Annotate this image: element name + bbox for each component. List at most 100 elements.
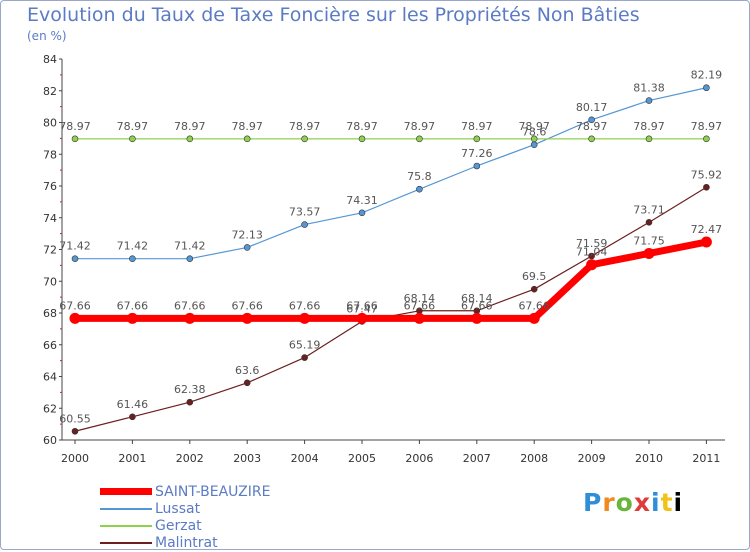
data-label: 78.97 <box>231 120 263 133</box>
data-label: 78.97 <box>174 120 206 133</box>
data-label: 78.97 <box>117 120 149 133</box>
x-tick-label: 2002 <box>176 452 204 465</box>
data-point <box>299 312 311 324</box>
data-label: 67.66 <box>231 299 263 312</box>
data-point <box>703 84 710 92</box>
legend-label: Gerzat <box>155 518 202 534</box>
logo-letter: r <box>602 488 616 517</box>
chart-unit-label: (en %) <box>27 29 67 43</box>
data-label: 71.42 <box>174 240 206 253</box>
data-point <box>301 221 308 228</box>
data-label: 67.66 <box>404 299 436 312</box>
y-tick-label: 72 <box>43 244 57 257</box>
data-label: 75.92 <box>691 168 723 181</box>
data-point <box>243 244 251 251</box>
data-label: 65.19 <box>289 339 321 352</box>
data-label: 68.14 <box>461 292 493 305</box>
data-point <box>71 135 79 143</box>
y-tick-label: 74 <box>43 212 57 225</box>
series-line-saint-beauzire <box>71 238 710 322</box>
x-tick-label: 2009 <box>578 452 606 465</box>
y-tick-label: 60 <box>43 434 57 447</box>
data-label: 67.66 <box>289 299 321 312</box>
logo-letter: P <box>583 488 603 517</box>
data-label: 62.38 <box>174 383 206 396</box>
y-tick-label: 66 <box>43 339 57 352</box>
data-label: 78.97 <box>576 120 608 133</box>
data-point <box>71 427 79 435</box>
data-label: 78.97 <box>346 120 378 133</box>
data-point <box>528 312 540 324</box>
data-label: 60.55 <box>59 412 91 425</box>
data-label: 72.13 <box>231 228 263 241</box>
data-point <box>645 135 653 143</box>
data-point <box>71 255 79 263</box>
data-point <box>358 135 366 143</box>
data-label: 71.04 <box>576 246 608 259</box>
data-point <box>301 135 308 143</box>
data-label: 77.26 <box>461 147 493 160</box>
y-tick-label: 80 <box>43 117 57 130</box>
data-label: 73.71 <box>633 203 665 216</box>
data-point <box>588 252 595 260</box>
chart-title: Evolution du Taux de Taxe Foncière sur l… <box>27 4 640 26</box>
data-point <box>473 135 481 143</box>
data-point <box>356 312 368 324</box>
data-label: 71.42 <box>117 240 149 253</box>
data-point <box>129 255 136 263</box>
data-label: 69.5 <box>522 270 547 283</box>
logo-letter: t <box>660 488 674 517</box>
data-label: 67.47 <box>346 302 378 315</box>
x-tick-label: 2003 <box>233 452 261 465</box>
data-point <box>471 312 483 324</box>
x-tick-label: 2001 <box>118 452 146 465</box>
data-point <box>184 312 196 324</box>
legend-label: Lussat <box>155 501 201 517</box>
data-label: 67.66 <box>518 299 550 312</box>
legend-label: SAINT-BEAUZIRE <box>155 484 271 500</box>
data-point <box>416 135 423 143</box>
series-lines <box>71 87 710 432</box>
data-label: 78.97 <box>59 120 91 133</box>
y-tick-label: 62 <box>43 402 57 415</box>
y-tick-label: 64 <box>43 371 57 384</box>
data-point <box>413 312 425 324</box>
data-point <box>358 209 366 217</box>
data-label: 67.66 <box>461 299 493 312</box>
data-label: 78.97 <box>633 120 665 133</box>
data-point <box>588 116 595 124</box>
legend-label: Malintrat <box>155 535 218 551</box>
data-label: 78.97 <box>404 120 436 133</box>
data-label: 78.97 <box>289 120 321 133</box>
data-label: 72.47 <box>691 223 723 236</box>
data-label: 80.17 <box>576 101 608 114</box>
data-label: 73.57 <box>289 206 321 219</box>
x-tick-label: 2004 <box>291 452 319 465</box>
data-point <box>588 135 595 143</box>
data-point <box>473 162 481 170</box>
data-point <box>186 398 194 406</box>
data-label: 74.31 <box>346 194 378 207</box>
series-line-lussat <box>74 87 708 260</box>
data-label: 68.14 <box>404 292 436 305</box>
y-tick-label: 76 <box>43 180 57 193</box>
y-tick-label: 78 <box>43 148 57 161</box>
data-point <box>129 135 136 143</box>
data-point <box>129 413 136 421</box>
x-tick-label: 2000 <box>61 452 89 465</box>
legend-swatch <box>100 508 152 510</box>
x-tick-label: 2006 <box>405 452 433 465</box>
data-label: 67.66 <box>117 299 149 312</box>
legend-swatch <box>100 525 152 527</box>
logo-letter: i <box>651 488 661 517</box>
data-label: 71.59 <box>576 237 608 250</box>
data-label: 81.38 <box>633 82 665 95</box>
data-point <box>645 97 653 104</box>
data-label: 82.19 <box>691 69 723 82</box>
data-labels: 71.42 71.42 71.42 72.13 73.57 74.31 75.8 77.26 7… <box>59 69 722 426</box>
data-label: 71.42 <box>59 240 91 253</box>
data-label: 61.46 <box>117 398 149 411</box>
y-tick-label: 70 <box>43 275 57 288</box>
